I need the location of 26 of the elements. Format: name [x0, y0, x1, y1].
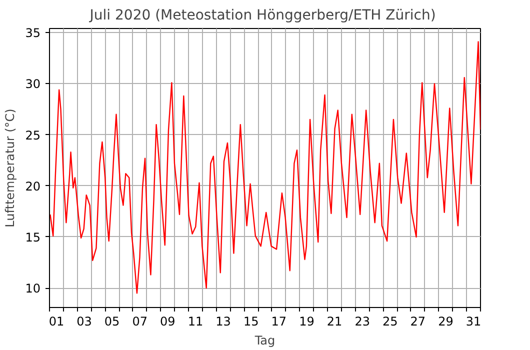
y-tick-label: 15: [25, 230, 41, 244]
x-tick-label: 13: [216, 314, 231, 328]
x-tick-label: 27: [410, 314, 426, 328]
line-series: [50, 41, 480, 294]
y-tick-label: 20: [25, 179, 41, 194]
x-tick-label: 05: [104, 314, 120, 328]
x-tick-label: 21: [326, 314, 342, 328]
x-tick-label: 23: [354, 314, 370, 328]
y-tick-label: 35: [25, 26, 41, 40]
x-tick-label: 01: [48, 314, 64, 328]
x-tick-label: 17: [271, 314, 287, 328]
x-tick-label: 11: [188, 314, 204, 328]
y-tick-label: 25: [25, 128, 41, 142]
x-tick-label: 03: [76, 314, 92, 328]
x-tick-label: 15: [243, 314, 259, 328]
x-axis-title: Tag: [254, 334, 276, 348]
x-tick-label: 07: [132, 314, 148, 328]
x-tick-label: 19: [299, 314, 314, 328]
chart-title: Juli 2020 (Meteostation Hönggerberg/ETH Zürich): [88, 8, 436, 24]
x-tick-label: 25: [382, 314, 398, 328]
y-tick-label: 10: [25, 282, 41, 296]
x-tick-label: 31: [466, 314, 482, 328]
y-axis-title: Lufttemperatur (°C): [3, 108, 18, 228]
y-tick-label: 30: [25, 77, 41, 92]
x-tick-label: 29: [438, 314, 454, 328]
x-tick-label: 09: [160, 314, 176, 328]
